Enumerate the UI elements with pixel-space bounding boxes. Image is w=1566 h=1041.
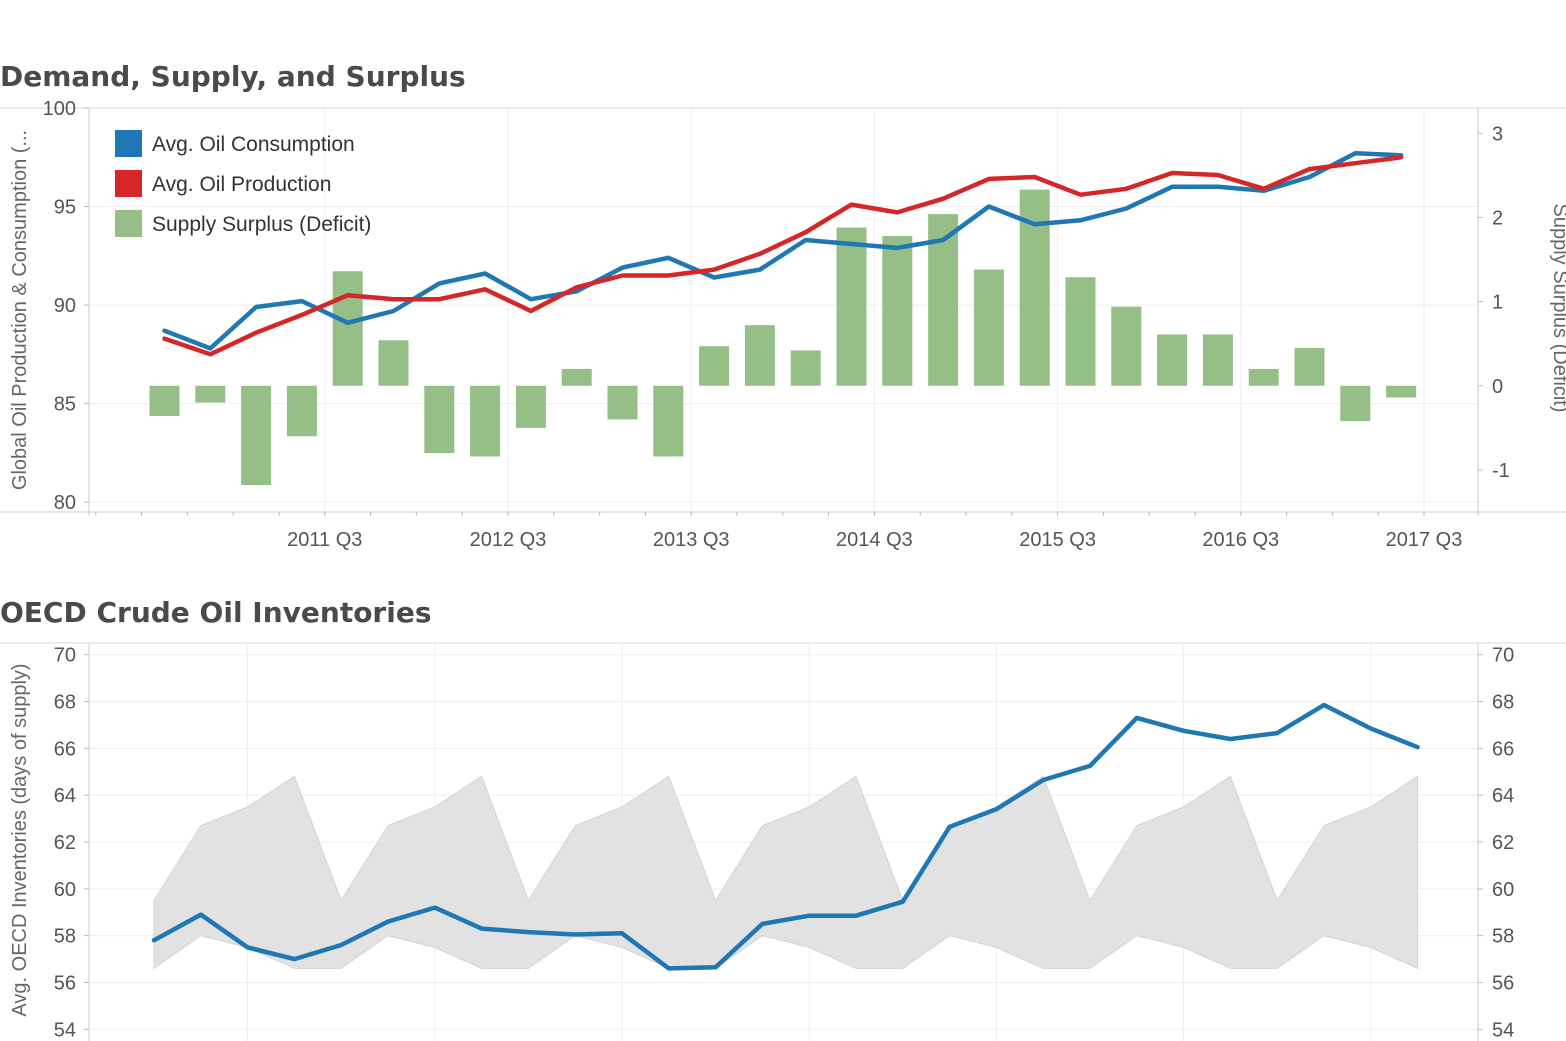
chart2-ytick-label-66: 66 <box>54 738 76 760</box>
chart2-y-axis-title: Avg. OECD Inventories (days of supply) <box>9 663 31 1016</box>
surplus-bar-2013-q4 <box>744 325 775 386</box>
surplus-bar-2017-q1 <box>1340 385 1371 422</box>
chart2-ytick-right-label-54: 54 <box>1492 1019 1514 1041</box>
chart1-grid <box>0 107 1566 512</box>
surplus-bar-2013-q1 <box>607 385 638 420</box>
chart2-axes: 54 56 58 60 62 64 66 68 70 54 56 58 60 62 64 66 68 70 Avg.… <box>9 643 1514 1041</box>
surplus-bar-2013-q3 <box>699 346 730 386</box>
surplus-bar-2010-q3 <box>149 385 180 417</box>
legend-swatch-avg-oil-consumption <box>115 130 142 157</box>
chart-title-demand-supply: Demand, Supply, and Surplus <box>0 60 466 93</box>
chart1-xtick-label-2012-q3: 2012 Q3 <box>470 529 547 551</box>
chart1-legend: Avg. Oil Consumption Avg. Oil Production S… <box>115 130 371 237</box>
chart2-lines <box>151 702 1420 971</box>
legend-swatch-avg-oil-production <box>115 170 142 197</box>
surplus-bar-2013-q2 <box>653 385 684 457</box>
surplus-bar-2016-q2 <box>1202 334 1233 386</box>
chart1-y-axis-right-title: Supply Surplus (Deficit) <box>1549 204 1566 413</box>
surplus-bar-2012-q1 <box>424 385 455 454</box>
chart1-xtick-label-2017-q3: 2017 Q3 <box>1386 529 1463 551</box>
surplus-bar-2012-q4 <box>561 368 592 386</box>
oecd-inventories-line <box>151 702 1420 971</box>
chart1-ytick-label-85: 85 <box>54 394 76 416</box>
avg-oil-consumption-line <box>162 151 1404 351</box>
chart2-ytick-label-60: 60 <box>54 879 76 901</box>
chart2-ytick-right-label-68: 68 <box>1492 692 1514 714</box>
chart1-xtick-label-2014-q3: 2014 Q3 <box>836 529 913 551</box>
surplus-bar-2017-q2 <box>1386 385 1417 398</box>
avg-oil-production-line <box>162 155 1404 357</box>
surplus-bar-2011-q1 <box>241 385 272 486</box>
surplus-bar-2011-q4 <box>378 340 409 386</box>
chart1-lines <box>162 151 1404 357</box>
surplus-bar-2016-q1 <box>1157 334 1188 386</box>
chart2-ytick-label-54: 54 <box>54 1019 76 1041</box>
chart1-ytick-label-90: 90 <box>54 295 76 317</box>
surplus-bar-2012-q2 <box>470 385 501 457</box>
chart1-ytick-right-label-3: 3 <box>1492 123 1503 145</box>
chart1-ytick-label-95: 95 <box>54 197 76 219</box>
inventory-range-band <box>153 775 1419 970</box>
surplus-bar-2015-q3 <box>1065 277 1096 386</box>
legend-label-avg-oil-production: Avg. Oil Production <box>152 173 331 196</box>
chart2-ytick-label-64: 64 <box>54 785 76 807</box>
surplus-bar-2014-q3 <box>882 235 913 386</box>
chart1-ytick-right-label-0: 0 <box>1492 376 1503 398</box>
surplus-bar-2016-q3 <box>1248 368 1279 386</box>
chart2-ytick-label-58: 58 <box>54 926 76 948</box>
chart2-ytick-label-68: 68 <box>54 692 76 714</box>
surplus-bar-2011-q3 <box>332 271 363 386</box>
chart2-ytick-right-label-60: 60 <box>1492 879 1514 901</box>
chart2-ytick-right-label-64: 64 <box>1492 785 1514 807</box>
chart2-range-band <box>153 775 1419 970</box>
chart1-xtick-label-2011-q3: 2011 Q3 <box>287 529 362 551</box>
chart2-ytick-label-70: 70 <box>54 645 76 667</box>
surplus-bar-2014-q1 <box>790 350 821 386</box>
chart2-ytick-right-label-66: 66 <box>1492 738 1514 760</box>
surplus-bar-2016-q4 <box>1294 347 1325 386</box>
chart1-ytick-right-label-1: 1 <box>1492 292 1503 314</box>
chart2-ytick-right-label-70: 70 <box>1492 645 1514 667</box>
chart1-axes: 80 85 90 95 100 -1 0 1 2 3 2011 Q3 2012 Q3 2013 Q3 20… <box>0 98 1566 551</box>
chart-title-oecd-inventories: OECD Crude Oil Inventories <box>0 596 432 629</box>
surplus-bar-2011-q2 <box>286 385 317 437</box>
chart1-y-axis-title: Global Oil Production & Consumption (... <box>9 130 31 490</box>
surplus-bar-2014-q2 <box>836 227 867 386</box>
chart2-ytick-right-label-58: 58 <box>1492 926 1514 948</box>
legend-label-supply-surplus-deficit: Supply Surplus (Deficit) <box>152 213 371 236</box>
chart2-ytick-label-62: 62 <box>54 832 76 854</box>
chart1-ytick-right-label-2: 2 <box>1492 207 1503 229</box>
surplus-bar-2015-q4 <box>1111 306 1142 386</box>
legend-label-avg-oil-consumption: Avg. Oil Consumption <box>152 133 355 156</box>
chart1-ytick-label-100: 100 <box>43 98 76 120</box>
chart1-ytick-right-label--1: -1 <box>1492 460 1510 482</box>
chart1-ytick-label-80: 80 <box>54 492 76 514</box>
legend-swatch-supply-surplus-deficit <box>115 210 142 237</box>
chart1-xtick-label-2015-q3: 2015 Q3 <box>1019 529 1096 551</box>
chart2-ytick-right-label-56: 56 <box>1492 972 1514 994</box>
surplus-bar-2015-q1 <box>973 269 1004 386</box>
surplus-bar-2010-q4 <box>195 385 226 403</box>
chart2-ytick-right-label-62: 62 <box>1492 832 1514 854</box>
chart2-ytick-label-56: 56 <box>54 972 76 994</box>
chart1-xtick-label-2013-q3: 2013 Q3 <box>653 529 730 551</box>
surplus-bar-2012-q3 <box>515 385 546 428</box>
chart1-xtick-label-2016-q3: 2016 Q3 <box>1202 529 1279 551</box>
